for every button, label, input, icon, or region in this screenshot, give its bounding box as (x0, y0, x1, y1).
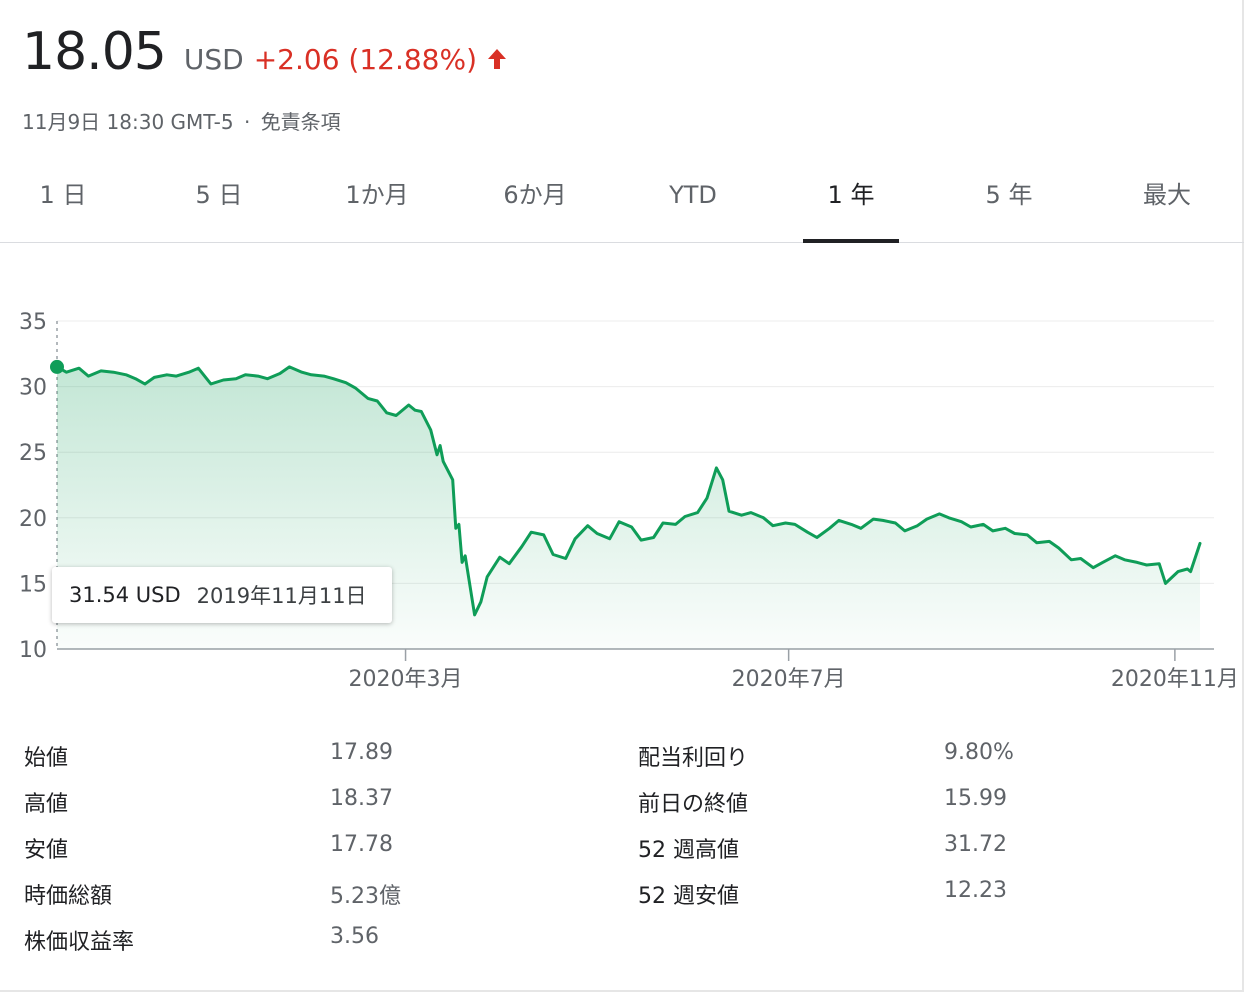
stat-prev-close-value: 15.99 (944, 786, 1007, 811)
stat-open-value: 17.89 (330, 740, 393, 765)
tab-ytd[interactable]: YTD (669, 181, 717, 209)
tab-5-days[interactable]: 5 日 (195, 181, 243, 209)
price-change: +2.06 (12.88%) (253, 43, 478, 76)
range-tabs: 1 日 5 日 1か月 6か月 YTD 1 年 5 年 最大 (0, 160, 1244, 243)
stat-high-label: 高値 (24, 792, 69, 817)
stat-pe-ratio-label: 株価収益率 (24, 930, 135, 955)
x-tick-label: 2020年3月 (349, 667, 463, 692)
stat-prev-close-label: 前日の終値 (638, 792, 749, 817)
price-row: 18.05 USD +2.06 (12.88%) (22, 22, 507, 92)
timestamp: 11月9日 18:30 GMT-5 (22, 110, 234, 134)
stat-52w-high-value: 31.72 (944, 832, 1007, 857)
price-chart[interactable]: 35 30 25 20 15 10 2020年3月 2020年7月 2020年11月 (0, 300, 1248, 700)
stat-52w-low-label: 52 週安値 (638, 884, 739, 909)
tooltip-value: 31.54 USD (69, 583, 181, 607)
x-tick-label: 2020年7月 (732, 667, 846, 692)
x-tick-label: 2020年11月 (1111, 667, 1239, 692)
stat-market-cap-value: 5.23億 (330, 884, 401, 909)
tooltip-date: 2019年11月11日 (196, 584, 367, 608)
chart-tooltip: 31.54 USD 2019年11月11日 (52, 567, 392, 623)
price-line (55, 365, 1202, 617)
tab-1-day[interactable]: 1 日 (39, 181, 87, 209)
hover-point (50, 359, 64, 374)
y-tick-label: 25 (19, 441, 47, 466)
tab-1-year[interactable]: 1 年 (796, 160, 906, 243)
meta-separator: · (243, 110, 251, 134)
tab-5-years[interactable]: 5 年 (985, 181, 1033, 209)
tab-max[interactable]: 最大 (1143, 181, 1191, 209)
stat-pe-ratio-value: 3.56 (330, 924, 379, 949)
stat-low-label: 安値 (24, 838, 69, 863)
disclaimer-link[interactable]: 免責条項 (260, 110, 341, 134)
tab-1-month[interactable]: 1か月 (345, 181, 409, 209)
y-tick-label: 30 (19, 376, 47, 401)
y-tick-label: 10 (19, 638, 47, 663)
price-meta: 11月9日 18:30 GMT-5 · 免責条項 (22, 106, 341, 135)
arrow-up-icon (487, 47, 507, 71)
stat-52w-low-value: 12.23 (944, 878, 1007, 903)
y-tick-label: 20 (19, 507, 47, 532)
y-tick-label: 15 (19, 572, 47, 597)
y-tick-label: 35 (19, 310, 47, 335)
stat-high-value: 18.37 (330, 786, 393, 811)
stat-market-cap-label: 時価総額 (24, 884, 113, 909)
tab-6-months[interactable]: 6か月 (503, 181, 567, 209)
stat-dividend-yield-label: 配当利回り (638, 746, 749, 771)
current-price: 18.05 (22, 22, 167, 82)
currency-label: USD (183, 43, 244, 76)
stat-low-value: 17.78 (330, 832, 393, 857)
stat-open-label: 始値 (24, 746, 69, 771)
stat-52w-high-label: 52 週高値 (638, 838, 739, 863)
stat-dividend-yield-value: 9.80% (944, 740, 1014, 765)
